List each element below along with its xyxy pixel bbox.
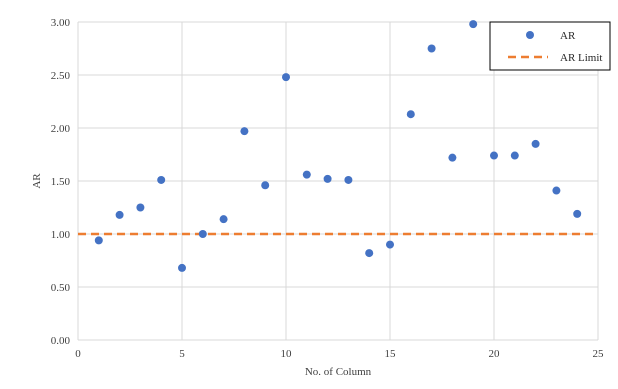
data-point xyxy=(157,175,166,184)
x-tick-label: 10 xyxy=(281,348,293,360)
y-tick-label: 1.50 xyxy=(51,176,71,188)
y-tick-label: 0.00 xyxy=(51,335,71,347)
data-point xyxy=(240,127,249,136)
data-point xyxy=(427,44,436,53)
data-point xyxy=(178,263,186,272)
data-point xyxy=(302,170,311,179)
data-point xyxy=(406,110,415,119)
data-point xyxy=(510,151,519,160)
data-point xyxy=(365,249,374,258)
x-axis-ticks: 0 5 10 15 20 25 xyxy=(75,348,604,360)
x-tick-label: 0 xyxy=(75,348,81,360)
y-tick-label: 0.50 xyxy=(51,282,71,294)
data-point xyxy=(573,209,582,218)
y-tick-label: 2.50 xyxy=(51,70,71,82)
data-point xyxy=(490,151,498,160)
x-axis-title: No. of Column xyxy=(305,366,372,378)
data-point xyxy=(198,230,207,238)
grid-lines xyxy=(77,21,599,341)
data-point xyxy=(115,210,124,219)
y-axis-ticks: 0.00 0.50 1.00 1.50 2.00 2.50 3.00 xyxy=(51,17,71,347)
data-point xyxy=(323,174,332,183)
series-layer xyxy=(78,20,598,272)
data-point xyxy=(261,181,270,190)
y-tick-label: 2.00 xyxy=(51,123,71,135)
y-tick-label: 3.00 xyxy=(51,17,71,29)
y-axis-title: AR xyxy=(31,173,43,189)
data-point xyxy=(531,139,540,148)
data-point xyxy=(386,240,394,249)
data-point xyxy=(219,215,228,224)
legend-box xyxy=(489,21,611,71)
legend: AR AR Limit xyxy=(489,21,611,71)
data-point xyxy=(448,153,457,162)
x-tick-label: 15 xyxy=(385,348,397,360)
data-point xyxy=(94,236,103,245)
data-point xyxy=(469,20,478,29)
data-point xyxy=(552,186,561,195)
y-tick-label: 1.00 xyxy=(51,229,71,241)
data-point xyxy=(136,203,145,212)
x-tick-label: 5 xyxy=(179,348,185,360)
data-point xyxy=(282,73,290,82)
legend-label: AR Limit xyxy=(560,52,602,64)
data-point xyxy=(344,175,353,184)
legend-label: AR xyxy=(560,30,576,42)
legend-marker-ar xyxy=(526,31,534,39)
x-tick-label: 25 xyxy=(593,348,605,360)
x-tick-label: 20 xyxy=(489,348,501,360)
